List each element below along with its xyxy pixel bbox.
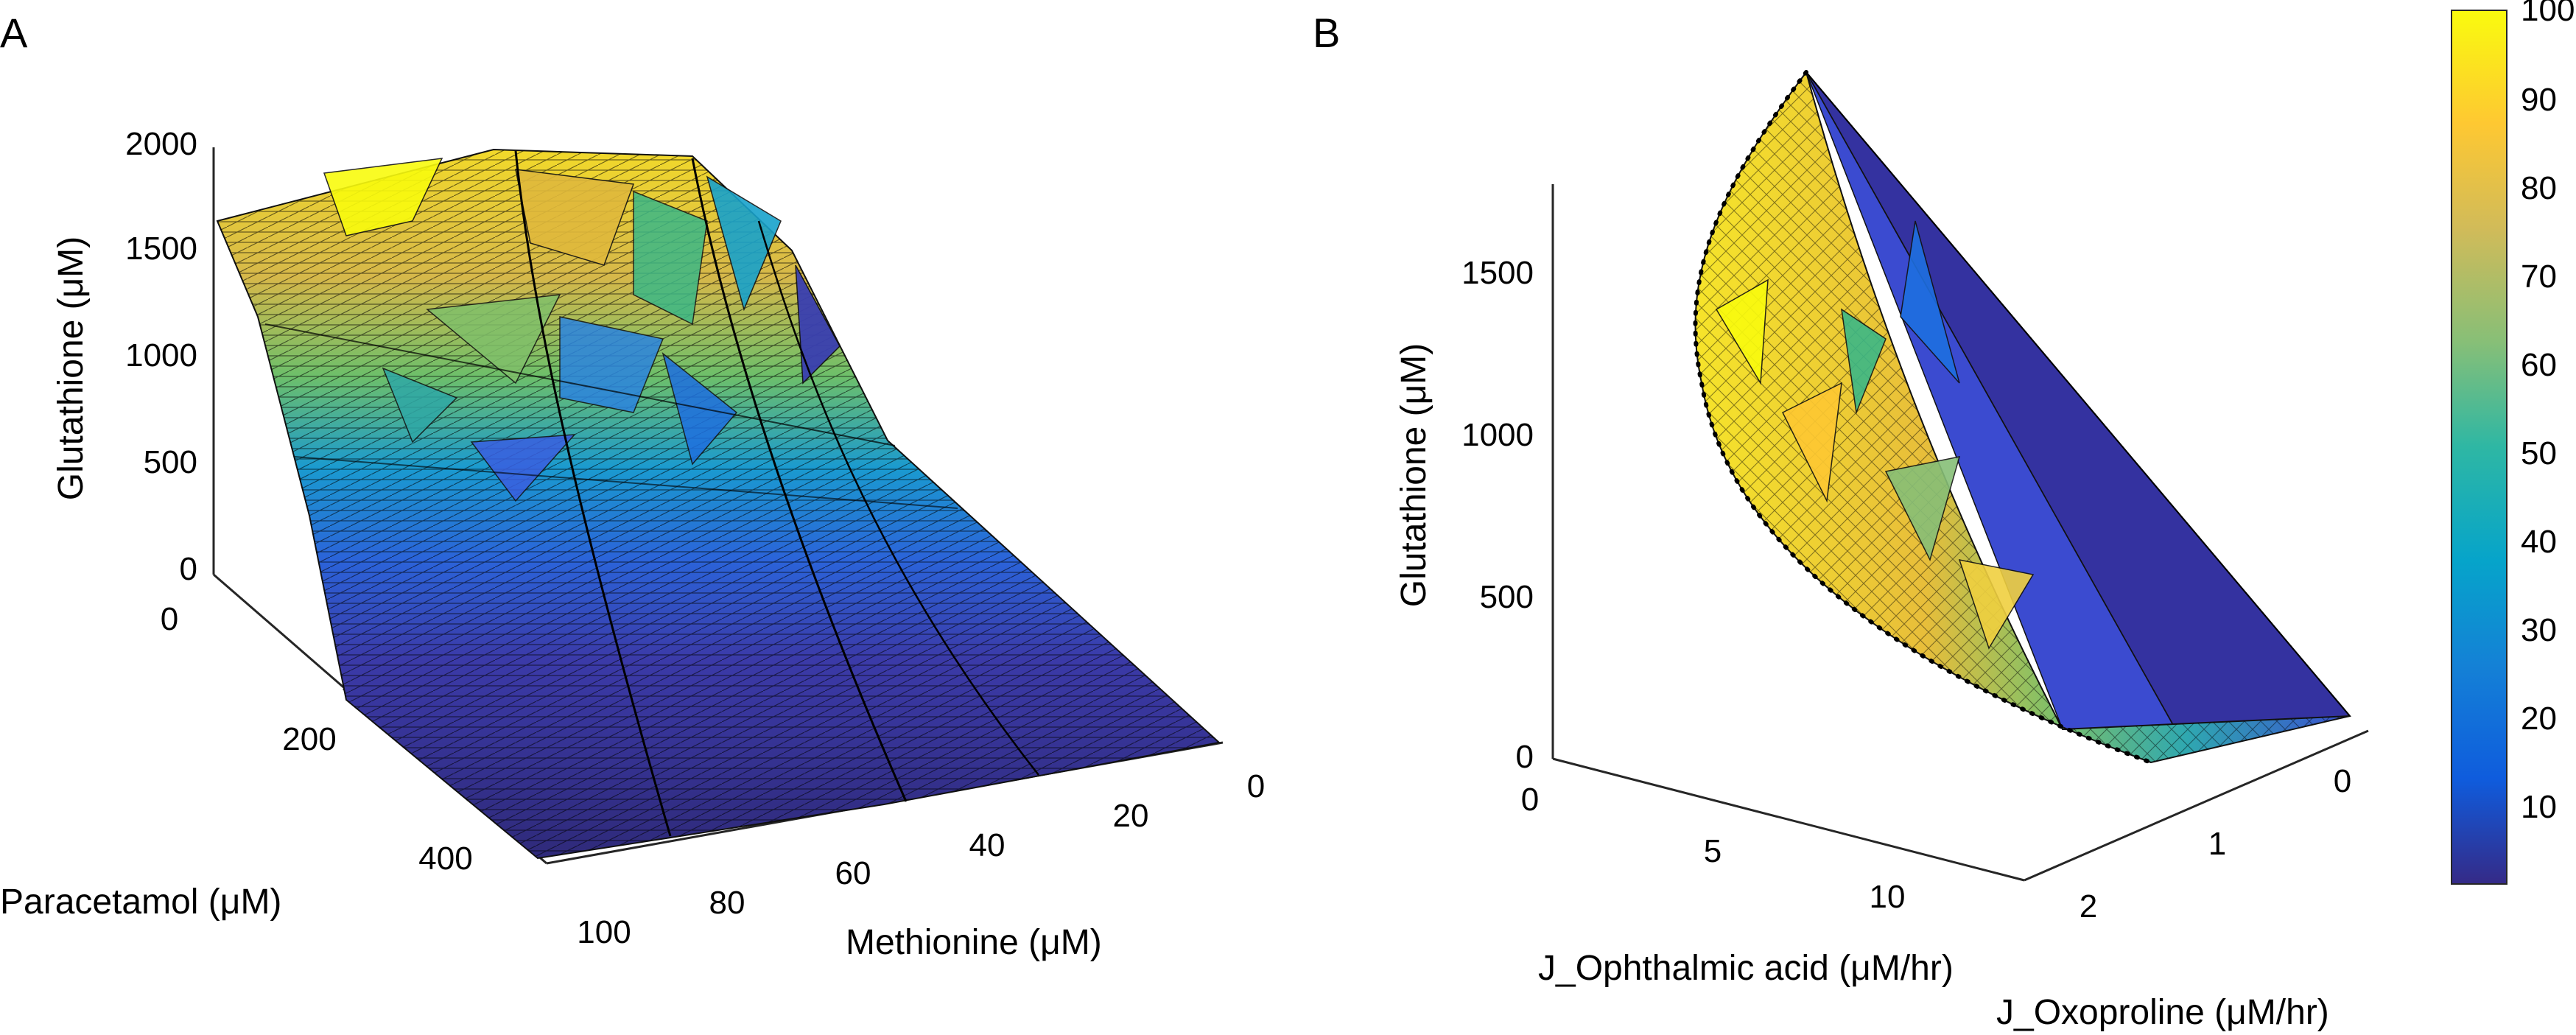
colorbar-tick: 100 <box>2521 0 2575 28</box>
panel-a: A 2000 1500 1000 500 0 Glutathione (μM) … <box>0 10 1265 962</box>
b-y-tick: 2 <box>2080 888 2097 925</box>
a-y-tick: 0 <box>161 601 178 637</box>
b-facet <box>1781 382 1842 503</box>
a-x-tick: 60 <box>835 855 871 891</box>
a-x-tick: 80 <box>709 885 745 921</box>
a-z-tick: 2000 <box>125 126 197 162</box>
b-x-tick: 5 <box>1704 833 1722 869</box>
b-facet <box>1884 456 1961 562</box>
a-z-tick: 500 <box>144 444 197 480</box>
a-mesh-ridge <box>691 158 908 802</box>
b-x-axis-label: J_Ophthalmic acid (μM/hr) <box>1538 949 1954 988</box>
b-x-tick: 10 <box>1870 879 1906 915</box>
a-facet <box>661 351 738 466</box>
b-z-tick: 1500 <box>1461 255 1534 291</box>
b-surface <box>1693 70 2351 765</box>
a-x-tick: 0 <box>1247 768 1265 804</box>
panel-b: B 1500 1000 500 0 Glutathione (μM) 0 5 1… <box>1313 10 2369 1032</box>
a-z-axis-label: Glutathione (μM) <box>52 236 91 500</box>
b-y-axis-label: J_Oxoproline (μM/hr) <box>1996 993 2329 1032</box>
a-y-tick: 400 <box>418 841 472 877</box>
panel-a-letter: A <box>0 10 28 56</box>
colorbar: 100 90 80 70 60 50 40 30 20 10 <box>2451 0 2575 885</box>
a-z-tick: 0 <box>180 551 197 587</box>
a-facet <box>559 316 664 413</box>
b-y-axis-line <box>2024 729 2369 882</box>
a-facet <box>795 264 840 385</box>
a-z-tick: 1000 <box>125 337 197 373</box>
a-facet <box>382 367 458 443</box>
colorbar-tick: 30 <box>2521 612 2557 648</box>
a-surface <box>216 148 1221 860</box>
b-x-axis-line <box>1552 757 2025 882</box>
b-z-axis-label: Glutathione (μM) <box>1394 343 1433 607</box>
colorbar-bar <box>2451 10 2507 885</box>
panel-b-letter: B <box>1313 10 1340 56</box>
b-x-tick: 0 <box>1521 782 1539 818</box>
b-boundary-points <box>1693 70 2153 765</box>
colorbar-tick: 80 <box>2521 170 2557 206</box>
a-x-axis-label: Methionine (μM) <box>846 923 1102 962</box>
b-edge-line <box>1805 71 2351 717</box>
colorbar-tick: 40 <box>2521 524 2557 560</box>
a-x-tick: 100 <box>577 914 631 950</box>
a-facet <box>515 169 635 266</box>
a-facet <box>633 190 708 326</box>
colorbar-tick: 10 <box>2521 789 2557 825</box>
a-mesh-ridge <box>514 150 672 837</box>
b-facet <box>1841 308 1887 415</box>
a-facet <box>323 158 443 236</box>
b-z-tick: 500 <box>1480 579 1534 615</box>
colorbar-tick: 20 <box>2521 701 2557 737</box>
b-z-tick: 0 <box>1516 739 1534 775</box>
b-z-tick: 1000 <box>1461 417 1534 453</box>
b-y-tick: 1 <box>2208 826 2226 862</box>
a-y-axis-label: Paracetamol (μM) <box>0 883 281 922</box>
colorbar-tick: 60 <box>2521 347 2557 383</box>
a-y-tick: 200 <box>282 721 336 757</box>
a-facet <box>706 175 782 312</box>
a-mesh-line <box>264 323 896 446</box>
b-facet <box>1715 278 1769 385</box>
a-z-tick: 1500 <box>125 231 197 267</box>
colorbar-tick: 90 <box>2521 82 2557 118</box>
a-mesh-line <box>294 456 958 509</box>
a-x-tick: 20 <box>1113 798 1149 834</box>
b-facet <box>1900 220 1960 384</box>
b-facet <box>1958 559 2035 650</box>
colorbar-tick: 70 <box>2521 259 2557 295</box>
colorbar-tick: 50 <box>2521 435 2557 471</box>
b-y-tick: 0 <box>2334 763 2351 799</box>
a-surface-mesh <box>217 150 1219 858</box>
a-facet <box>426 294 561 385</box>
b-front-mesh <box>1695 72 2350 762</box>
a-x-tick: 40 <box>969 827 1006 863</box>
a-mesh-ridge <box>757 220 1039 776</box>
